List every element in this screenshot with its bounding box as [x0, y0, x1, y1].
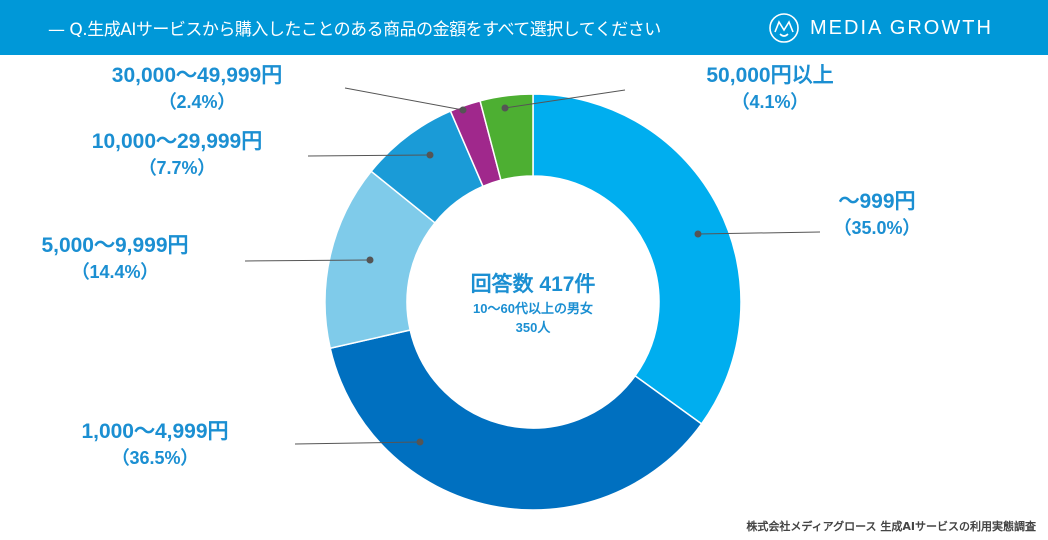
label-50000-plus: 50,000円以上 （4.1%） — [680, 62, 860, 115]
percent-label: （36.5%） — [111, 448, 199, 469]
donut-slice-5 — [479, 93, 534, 182]
question-title: — Q.生成AIサービスから購入したことのある商品の金額をすべて選択してください — [48, 20, 661, 40]
response-count: 回答数 417件 — [470, 273, 596, 296]
question-text: Q.生成AIサービスから購入したことのある商品の金額をすべて選択してください — [69, 20, 661, 40]
percent-label: （14.4%） — [71, 262, 159, 283]
leader-line — [697, 231, 821, 235]
logo: MEDIA GROWTH — [768, 12, 993, 44]
label-30000-49999: 30,000〜49,999円 （2.4%） — [82, 62, 312, 115]
category-label: 5,000〜9,999円 — [41, 234, 189, 257]
leader-line — [307, 154, 431, 157]
leader-dot — [459, 106, 467, 114]
leader-dot — [426, 151, 434, 159]
respondent-count: 350人 — [515, 320, 551, 335]
percent-label: （4.1%） — [731, 92, 809, 113]
category-label: 30,000〜49,999円 — [111, 64, 283, 87]
leader-dot — [416, 438, 424, 446]
header-bar: — Q.生成AIサービスから購入したことのある商品の金額をすべて選択してください… — [0, 0, 1048, 55]
leader-line — [244, 259, 371, 262]
donut-slice-0 — [532, 93, 742, 425]
category-label: 1,000〜4,999円 — [81, 420, 229, 443]
leader-line — [344, 87, 464, 111]
donut-slice-1 — [329, 329, 703, 511]
leader-lines — [244, 87, 821, 446]
center-summary: 回答数 417件 10〜60代以上の男女 350人 — [433, 268, 633, 336]
label-10000-29999: 10,000〜29,999円 （7.7%） — [62, 128, 292, 181]
label-under-999: 〜999円 （35.0%） — [822, 188, 932, 241]
label-5000-9999: 5,000〜9,999円 （14.4%） — [5, 232, 225, 285]
respondent-demographic: 10〜60代以上の男女 — [473, 301, 593, 316]
label-1000-4999: 1,000〜4,999円 （36.5%） — [55, 418, 255, 471]
media-growth-logo-icon — [769, 13, 799, 43]
category-label: 10,000〜29,999円 — [91, 130, 263, 153]
leader-dot — [501, 104, 509, 112]
percent-label: （2.4%） — [158, 92, 236, 113]
percent-label: （7.7%） — [138, 158, 216, 179]
source-note: 株式会社メディアグロース 生成AIサービスの利用実態調査 — [746, 520, 1036, 533]
logo-text: MEDIA GROWTH — [810, 16, 993, 39]
leader-dot — [366, 256, 374, 264]
leader-line — [294, 441, 421, 445]
percent-label: （35.0%） — [833, 218, 921, 239]
leader-dot — [694, 230, 702, 238]
category-label: 50,000円以上 — [706, 64, 834, 87]
leader-line — [504, 89, 626, 109]
category-label: 〜999円 — [838, 190, 916, 213]
